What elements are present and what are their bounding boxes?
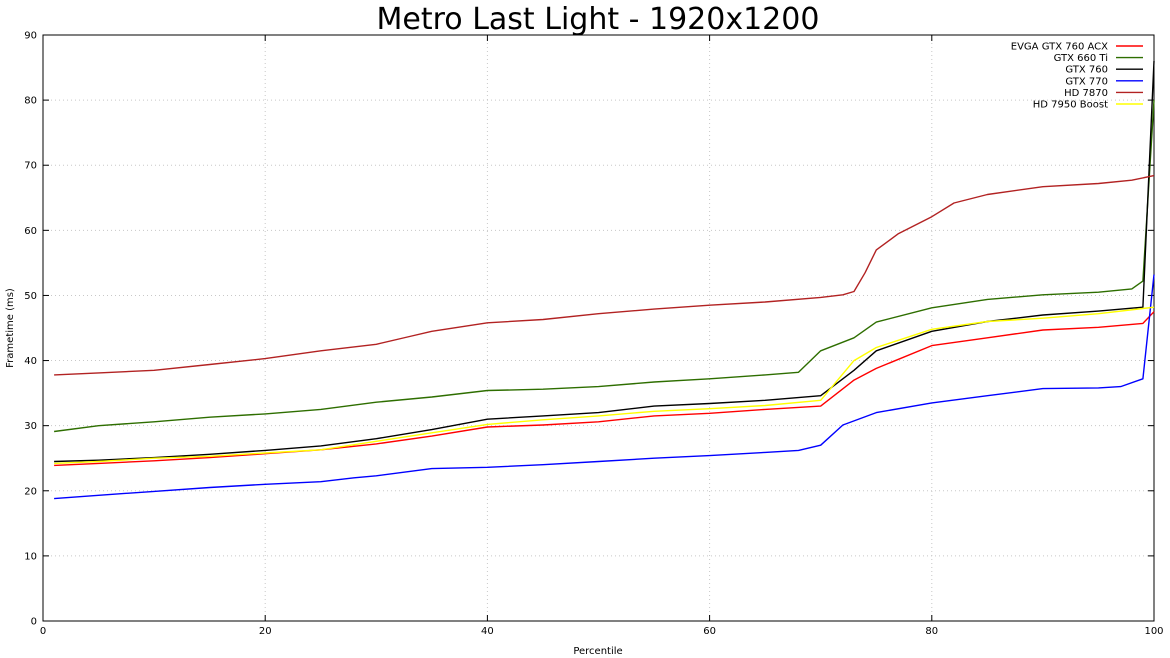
legend-label-gtx-660-ti: GTX 660 Ti <box>1054 53 1108 64</box>
x-tick-label: 40 <box>481 626 494 637</box>
axis-ticks: 0 20 40 60 80 100 0 10 20 30 40 50 60 70 80 90 <box>24 31 1163 638</box>
legend-label-gtx-770: GTX 770 <box>1065 76 1108 87</box>
x-tick-label: 80 <box>925 626 938 637</box>
y-tick-label: 70 <box>24 161 37 172</box>
y-tick-label: 60 <box>24 226 37 237</box>
x-tick-label: 100 <box>1144 626 1163 637</box>
y-tick-label: 0 <box>31 617 37 628</box>
legend-label-hd-7950-boost: HD 7950 Boost <box>1033 100 1108 111</box>
grid <box>43 35 1154 621</box>
y-tick-label: 50 <box>24 291 37 302</box>
series-line-evga-gtx-760-acx <box>54 311 1155 467</box>
x-tick-label: 60 <box>703 626 716 637</box>
legend-label-gtx-760: GTX 760 <box>1065 65 1108 76</box>
series-layer <box>54 60 1155 500</box>
series-line-hd-7950-boost <box>54 306 1155 465</box>
legend-label-hd-7870: HD 7870 <box>1064 88 1108 99</box>
series-line-hd-7870 <box>54 174 1155 376</box>
y-tick-label: 80 <box>24 96 37 107</box>
y-axis-label: Frametime (ms) <box>5 288 16 368</box>
y-tick-label: 40 <box>24 356 37 367</box>
y-tick-label: 10 <box>24 551 37 562</box>
y-tick-label: 90 <box>24 31 37 42</box>
x-tick-label: 0 <box>40 626 46 637</box>
series-line-gtx-660-ti <box>54 100 1155 433</box>
series-line-gtx-770 <box>54 274 1155 500</box>
plot-frame <box>42 34 1155 622</box>
series-line-gtx-760 <box>54 60 1155 463</box>
y-tick-label: 20 <box>24 486 37 497</box>
chart-title: Metro Last Light - 1920x1200 <box>377 2 820 37</box>
x-axis-label: Percentile <box>573 646 622 657</box>
x-tick-label: 20 <box>259 626 272 637</box>
y-tick-label: 30 <box>24 421 37 432</box>
legend-label-evga-gtx-760-acx: EVGA GTX 760 ACX <box>1011 42 1108 53</box>
